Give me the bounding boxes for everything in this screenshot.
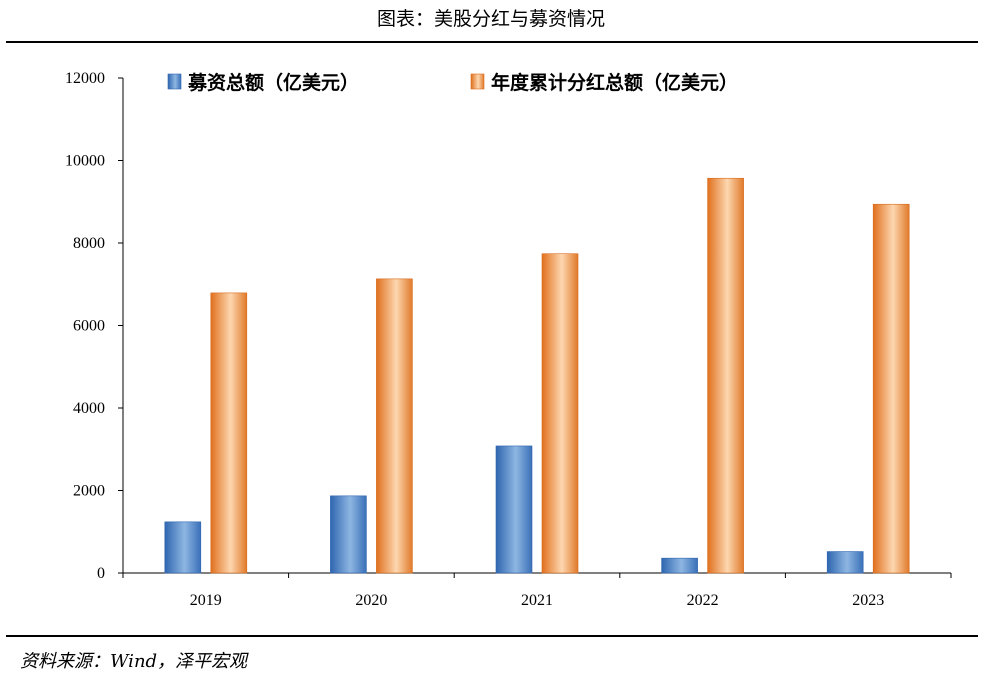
bar-dividend [872,203,910,574]
legend-swatch [470,73,485,90]
x-tick-label: 2023 [852,592,884,609]
legend-label: 年度累计分红总额（亿美元） [491,71,738,94]
x-tick-label: 2022 [687,592,719,609]
bottom-rule [6,635,978,637]
legend-label: 募资总额（亿美元） [187,71,359,94]
bar-dividend [541,253,579,574]
y-tick-label: 2000 [73,483,105,500]
bar-fundraising [495,445,533,574]
chart-title: 图表：美股分红与募资情况 [376,8,605,30]
y-tick-label: 0 [97,565,105,582]
bar-fundraising [661,557,698,574]
x-tick-label: 2020 [355,592,387,609]
bar-fundraising [330,495,367,574]
source-note: 资料来源：Wind，泽平宏观 [20,651,248,672]
y-tick-label: 6000 [73,318,105,335]
y-tick-label: 8000 [73,235,105,252]
y-tick-label: 12000 [65,70,105,87]
bar-dividend [376,278,413,574]
bar-fundraising [164,521,202,574]
x-tick-label: 2019 [190,592,222,609]
top-rule [6,41,978,43]
y-tick-label: 4000 [73,400,105,417]
x-tick-label: 2021 [521,592,553,609]
bar-dividend [210,292,248,574]
y-tick-label: 10000 [65,153,105,170]
bar-fundraising [826,551,864,574]
bar-dividend [707,177,744,574]
legend-swatch [167,73,182,90]
